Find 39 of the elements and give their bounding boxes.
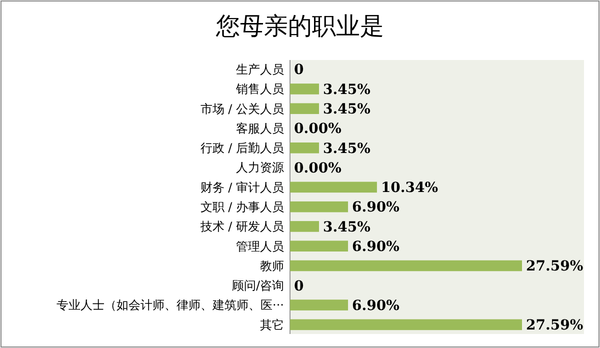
bar <box>290 84 320 94</box>
data-label: 3.45% <box>323 219 370 236</box>
data-label: 3.45% <box>323 102 370 118</box>
y-tick-label: 教师 <box>260 258 284 273</box>
y-tick-label: 财务 / 审计人员 <box>200 180 284 194</box>
bar <box>290 201 348 212</box>
y-tick-label: 生产人员 <box>236 62 284 77</box>
data-label: 3.45% <box>323 140 370 157</box>
y-tick-label: 行政 / 后勤人员 <box>200 141 284 156</box>
y-tick-label: 人力资源 <box>236 160 284 175</box>
data-label: 6.90% <box>352 239 400 256</box>
data-label: 0 <box>294 278 304 294</box>
chart-title: 您母亲的职业是 <box>215 12 384 40</box>
y-tick-label: 专业人士（如会计师、律师、建筑师、医··· <box>56 298 284 312</box>
bar <box>290 240 348 252</box>
y-tick-label: 管理人员 <box>236 239 284 254</box>
y-tick-label: 客服人员 <box>236 121 284 136</box>
bar <box>290 142 320 154</box>
bar <box>290 103 320 114</box>
data-label: 3.45% <box>323 82 370 98</box>
y-tick-label: 技术 / 研发人员 <box>199 220 284 234</box>
data-label: 27.59% <box>526 318 584 334</box>
y-tick-label: 文职 / 办事人员 <box>200 200 284 214</box>
bar <box>290 319 522 330</box>
data-label: 10.34% <box>380 180 438 196</box>
data-label: 6.90% <box>352 200 400 216</box>
data-label: 0.00% <box>294 121 342 138</box>
y-tick-label: 顾问/咨询 <box>232 278 284 293</box>
data-label: 0.00% <box>294 160 342 176</box>
bar <box>290 300 348 310</box>
data-label: 0 <box>294 62 304 78</box>
data-label: 27.59% <box>526 258 584 275</box>
bar <box>290 260 522 272</box>
data-label: 6.90% <box>352 298 400 314</box>
y-tick-label: 其它 <box>260 318 284 332</box>
y-tick-label: 销售人员 <box>235 82 284 96</box>
bar <box>290 221 320 232</box>
bar <box>290 182 377 193</box>
y-tick-label: 市场 / 公关人员 <box>200 102 284 116</box>
